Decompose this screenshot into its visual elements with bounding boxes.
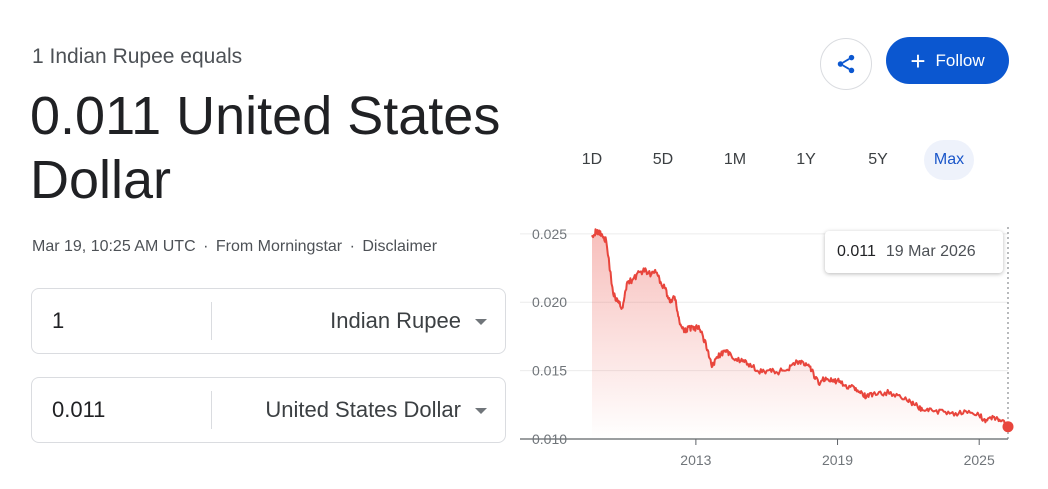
- timestamp: Mar 19, 10:25 AM UTC: [32, 238, 196, 255]
- source: From Morningstar: [215, 238, 343, 255]
- tab-1d[interactable]: 1D: [581, 151, 603, 168]
- source-converter: 1 Indian Rupee: [31, 288, 506, 354]
- y-tick-label: 0.025: [532, 226, 567, 242]
- target-converter: 0.011 United States Dollar: [31, 377, 506, 443]
- exchange-rate-chart[interactable]: 0.025 0.020 0.015 0.010 2013 2019 2025: [520, 215, 1020, 475]
- dropdown-arrow-icon: [475, 319, 487, 325]
- y-tick-label: 0.015: [532, 363, 567, 379]
- divider: [211, 391, 212, 429]
- tab-1m[interactable]: 1M: [723, 151, 747, 168]
- chart-line: [591, 228, 1009, 429]
- disclaimer-link[interactable]: Disclaimer: [362, 238, 438, 255]
- share-icon: [837, 54, 855, 74]
- source-currency-label: Indian Rupee: [330, 308, 461, 333]
- tab-max[interactable]: Max: [924, 140, 974, 180]
- time-range-tabs: 1D 5D 1M 1Y 5Y Max: [556, 140, 1016, 180]
- tab-5d[interactable]: 5D: [652, 151, 674, 168]
- target-currency-label: United States Dollar: [265, 397, 461, 422]
- tab-5y[interactable]: 5Y: [868, 151, 888, 168]
- meta-line: Mar 19, 10:25 AM UTC · From Morningstar …: [32, 238, 437, 256]
- target-amount-input[interactable]: 0.011: [52, 397, 106, 422]
- result-currency: United States Dollar: [30, 86, 501, 210]
- tooltip-date: 19 Mar 2026: [885, 243, 976, 260]
- follow-label: Follow: [935, 50, 985, 70]
- follow-button[interactable]: + Follow: [886, 37, 1009, 84]
- x-tick-label: 2025: [964, 452, 995, 468]
- source-currency-select[interactable]: Indian Rupee: [330, 289, 487, 353]
- chart-area: [592, 229, 1008, 439]
- conversion-result: 0.011 United States Dollar: [30, 84, 510, 212]
- y-tick-label: 0.010: [532, 431, 567, 447]
- plus-icon: +: [910, 45, 926, 76]
- chart-current-point: [1002, 421, 1014, 433]
- share-button[interactable]: [820, 38, 872, 90]
- result-value: 0.011: [30, 86, 162, 146]
- source-amount-input[interactable]: 1: [52, 308, 65, 333]
- subtitle: 1 Indian Rupee equals: [32, 45, 243, 68]
- x-tick-label: 2013: [680, 452, 711, 468]
- separator: ·: [349, 238, 355, 255]
- separator: ·: [203, 238, 209, 255]
- dropdown-arrow-icon: [475, 408, 487, 414]
- target-currency-select[interactable]: United States Dollar: [265, 378, 487, 442]
- tab-1y[interactable]: 1Y: [796, 151, 816, 168]
- divider: [211, 302, 212, 340]
- chart-tooltip: 0.011 19 Mar 2026: [825, 231, 1003, 273]
- tooltip-value: 0.011: [837, 243, 876, 260]
- x-tick-label: 2019: [822, 452, 853, 468]
- y-tick-label: 0.020: [532, 294, 567, 310]
